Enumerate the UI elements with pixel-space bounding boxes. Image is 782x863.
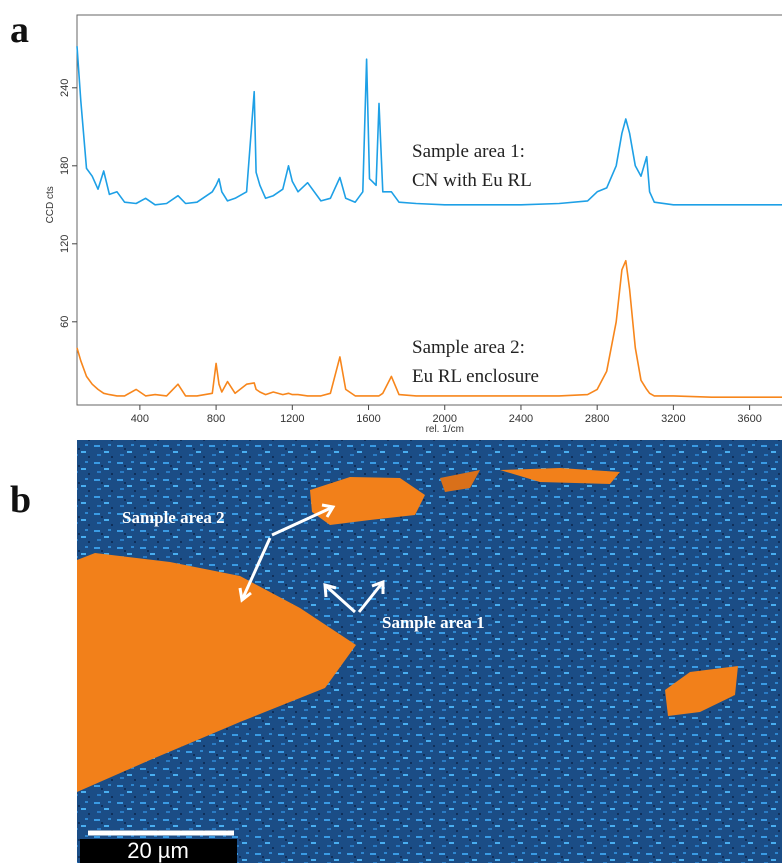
y-tick-label: 180 bbox=[59, 157, 71, 175]
map-image: Sample area 2 Sample area 1 20 µm bbox=[77, 440, 782, 863]
y-tick-label: 60 bbox=[59, 316, 71, 328]
x-tick-label: 1600 bbox=[356, 413, 380, 425]
x-tick-label: 3200 bbox=[661, 413, 685, 425]
annotation: Sample area 2: bbox=[412, 337, 525, 358]
x-tick-label: 3600 bbox=[737, 413, 761, 425]
y-tick-label: 240 bbox=[59, 79, 71, 97]
x-tick-label: 400 bbox=[131, 413, 149, 425]
orange-region bbox=[440, 470, 480, 492]
panel-label: b bbox=[10, 479, 31, 521]
x-tick-label: 2800 bbox=[585, 413, 609, 425]
scale-label: 20 µm bbox=[127, 838, 189, 863]
orange-region bbox=[310, 477, 425, 525]
x-tick-label: 1200 bbox=[280, 413, 304, 425]
spectrum-line bbox=[76, 259, 782, 398]
orange-region bbox=[77, 553, 356, 792]
spectrum-plot: 400 800 1200 1600 2000 2400 2800 3200 3600 60 120 1… bbox=[45, 14, 782, 435]
spectrum-line bbox=[76, 46, 782, 206]
annotation: Sample area 1: bbox=[412, 141, 525, 162]
y-axis-label: CCD cts bbox=[45, 186, 56, 223]
annotation: CN with Eu RL bbox=[412, 170, 532, 191]
x-tick-label: 800 bbox=[207, 413, 225, 425]
arrows bbox=[238, 503, 385, 614]
plot-frame bbox=[76, 14, 782, 406]
map-label: Sample area 2 bbox=[122, 508, 225, 527]
annotation: Eu RL enclosure bbox=[412, 366, 539, 387]
orange-region bbox=[665, 666, 738, 716]
y-tick-label: 120 bbox=[59, 235, 71, 253]
x-tick-label: 2000 bbox=[433, 413, 457, 425]
scale-box bbox=[80, 839, 237, 863]
map-label: Sample area 1 bbox=[382, 613, 485, 632]
panel-label: a bbox=[10, 9, 29, 51]
x-axis-label: rel. 1/cm bbox=[426, 424, 464, 435]
orange-region bbox=[500, 468, 620, 484]
x-tick-label: 2400 bbox=[509, 413, 533, 425]
